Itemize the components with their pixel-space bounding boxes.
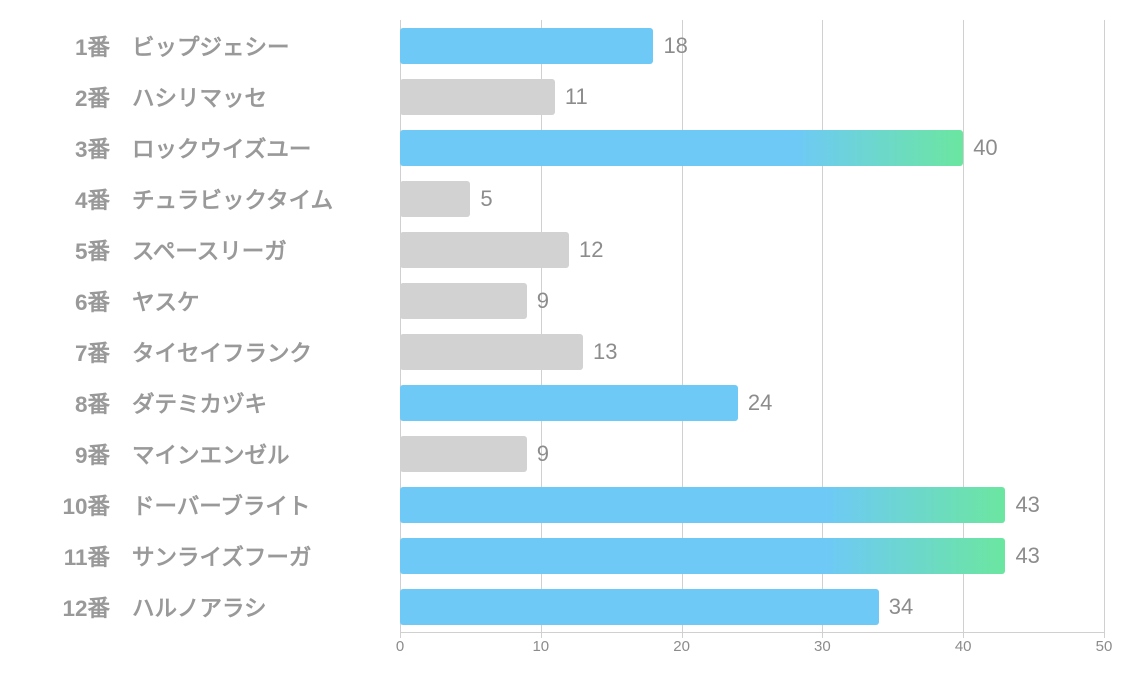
row-number: 3番 — [30, 132, 110, 164]
bar-row: 9番マインエンゼル 9 — [30, 428, 1104, 479]
x-tick-label: 50 — [1096, 638, 1113, 655]
bar — [400, 130, 963, 166]
row-label: 11番サンライズフーガ — [30, 540, 400, 572]
plot-cell: 18 — [400, 20, 1104, 71]
bar-value: 9 — [537, 288, 549, 314]
x-axis-line — [400, 632, 1104, 633]
bar-value: 24 — [748, 390, 772, 416]
row-number: 10番 — [30, 489, 110, 521]
plot-cell: 40 — [400, 122, 1104, 173]
bar-value: 40 — [973, 135, 997, 161]
row-label: 7番タイセイフランク — [30, 336, 400, 368]
row-name: ドーバーブライト — [110, 489, 310, 521]
bar-row: 12番ハルノアラシ 34 — [30, 581, 1104, 632]
bar-row: 8番ダテミカヅキ 24 — [30, 377, 1104, 428]
bar-value: 5 — [480, 186, 492, 212]
bar-row: 6番ヤスケ 9 — [30, 275, 1104, 326]
row-name: スペースリーガ — [110, 234, 287, 266]
bar — [400, 589, 879, 625]
row-label: 9番マインエンゼル — [30, 438, 400, 470]
bar-row: 3番ロックウイズユー 40 — [30, 122, 1104, 173]
row-number: 12番 — [30, 591, 110, 623]
row-label: 4番チュラビックタイム — [30, 183, 400, 215]
row-label: 8番ダテミカヅキ — [30, 387, 400, 419]
row-label: 6番ヤスケ — [30, 285, 400, 317]
row-name: ダテミカヅキ — [110, 387, 267, 419]
plot-cell: 43 — [400, 530, 1104, 581]
row-label: 5番スペースリーガ — [30, 234, 400, 266]
row-name: タイセイフランク — [110, 336, 312, 368]
row-number: 2番 — [30, 81, 110, 113]
row-name: ロックウイズユー — [110, 132, 311, 164]
bar-value: 13 — [593, 339, 617, 365]
bar-row: 2番ハシリマッセ 11 — [30, 71, 1104, 122]
bar-value: 43 — [1015, 543, 1039, 569]
row-name: ハシリマッセ — [110, 81, 267, 113]
x-tick-label: 20 — [673, 638, 690, 655]
bar-value: 12 — [579, 237, 603, 263]
plot-cell: 12 — [400, 224, 1104, 275]
row-label: 2番ハシリマッセ — [30, 81, 400, 113]
plot-cell: 11 — [400, 71, 1104, 122]
row-number: 1番 — [30, 30, 110, 62]
bar-row: 5番スペースリーガ 12 — [30, 224, 1104, 275]
x-gridline — [1104, 20, 1105, 638]
chart-rows: 1番ビップジェシー 18 2番ハシリマッセ 11 3番ロックウイズユー 40 4番チュラビッ… — [30, 20, 1104, 632]
row-number: 7番 — [30, 336, 110, 368]
plot-cell: 5 — [400, 173, 1104, 224]
plot-cell: 24 — [400, 377, 1104, 428]
row-label: 1番ビップジェシー — [30, 30, 400, 62]
plot-cell: 43 — [400, 479, 1104, 530]
bar-value: 34 — [889, 594, 913, 620]
bar — [400, 334, 583, 370]
plot-cell: 9 — [400, 428, 1104, 479]
bar — [400, 487, 1005, 523]
row-name: マインエンゼル — [110, 438, 290, 470]
bar — [400, 385, 738, 421]
bar-row: 1番ビップジェシー 18 — [30, 20, 1104, 71]
row-number: 8番 — [30, 387, 110, 419]
bar-row: 4番チュラビックタイム 5 — [30, 173, 1104, 224]
x-tick-label: 10 — [532, 638, 549, 655]
row-number: 5番 — [30, 234, 110, 266]
row-number: 11番 — [30, 540, 110, 572]
bar — [400, 79, 555, 115]
row-number: 9番 — [30, 438, 110, 470]
bar — [400, 283, 527, 319]
bar — [400, 436, 527, 472]
bar-row: 10番ドーバーブライト 43 — [30, 479, 1104, 530]
row-number: 6番 — [30, 285, 110, 317]
row-name: ヤスケ — [110, 285, 200, 317]
bar-value: 43 — [1015, 492, 1039, 518]
x-tick-label: 40 — [955, 638, 972, 655]
row-name: チュラビックタイム — [110, 183, 333, 215]
bar — [400, 232, 569, 268]
row-name: ハルノアラシ — [110, 591, 267, 623]
plot-cell: 9 — [400, 275, 1104, 326]
bar-row: 11番サンライズフーガ 43 — [30, 530, 1104, 581]
bar-value: 9 — [537, 441, 549, 467]
horizontal-bar-chart: 0 10 20 30 40 50 1番ビップジェシー 18 2番ハシリマッセ 11 3番ロックウイ… — [0, 0, 1134, 680]
x-tick-label: 0 — [396, 638, 404, 655]
bar — [400, 181, 470, 217]
row-label: 3番ロックウイズユー — [30, 132, 400, 164]
bar-value: 18 — [663, 33, 687, 59]
plot-cell: 13 — [400, 326, 1104, 377]
bar — [400, 28, 653, 64]
row-name: ビップジェシー — [110, 30, 290, 62]
plot-cell: 34 — [400, 581, 1104, 632]
bar-row: 7番タイセイフランク 13 — [30, 326, 1104, 377]
row-name: サンライズフーガ — [110, 540, 311, 572]
bar-value: 11 — [565, 84, 588, 110]
row-label: 10番ドーバーブライト — [30, 489, 400, 521]
bar — [400, 538, 1005, 574]
row-label: 12番ハルノアラシ — [30, 591, 400, 623]
x-tick-label: 30 — [814, 638, 831, 655]
row-number: 4番 — [30, 183, 110, 215]
